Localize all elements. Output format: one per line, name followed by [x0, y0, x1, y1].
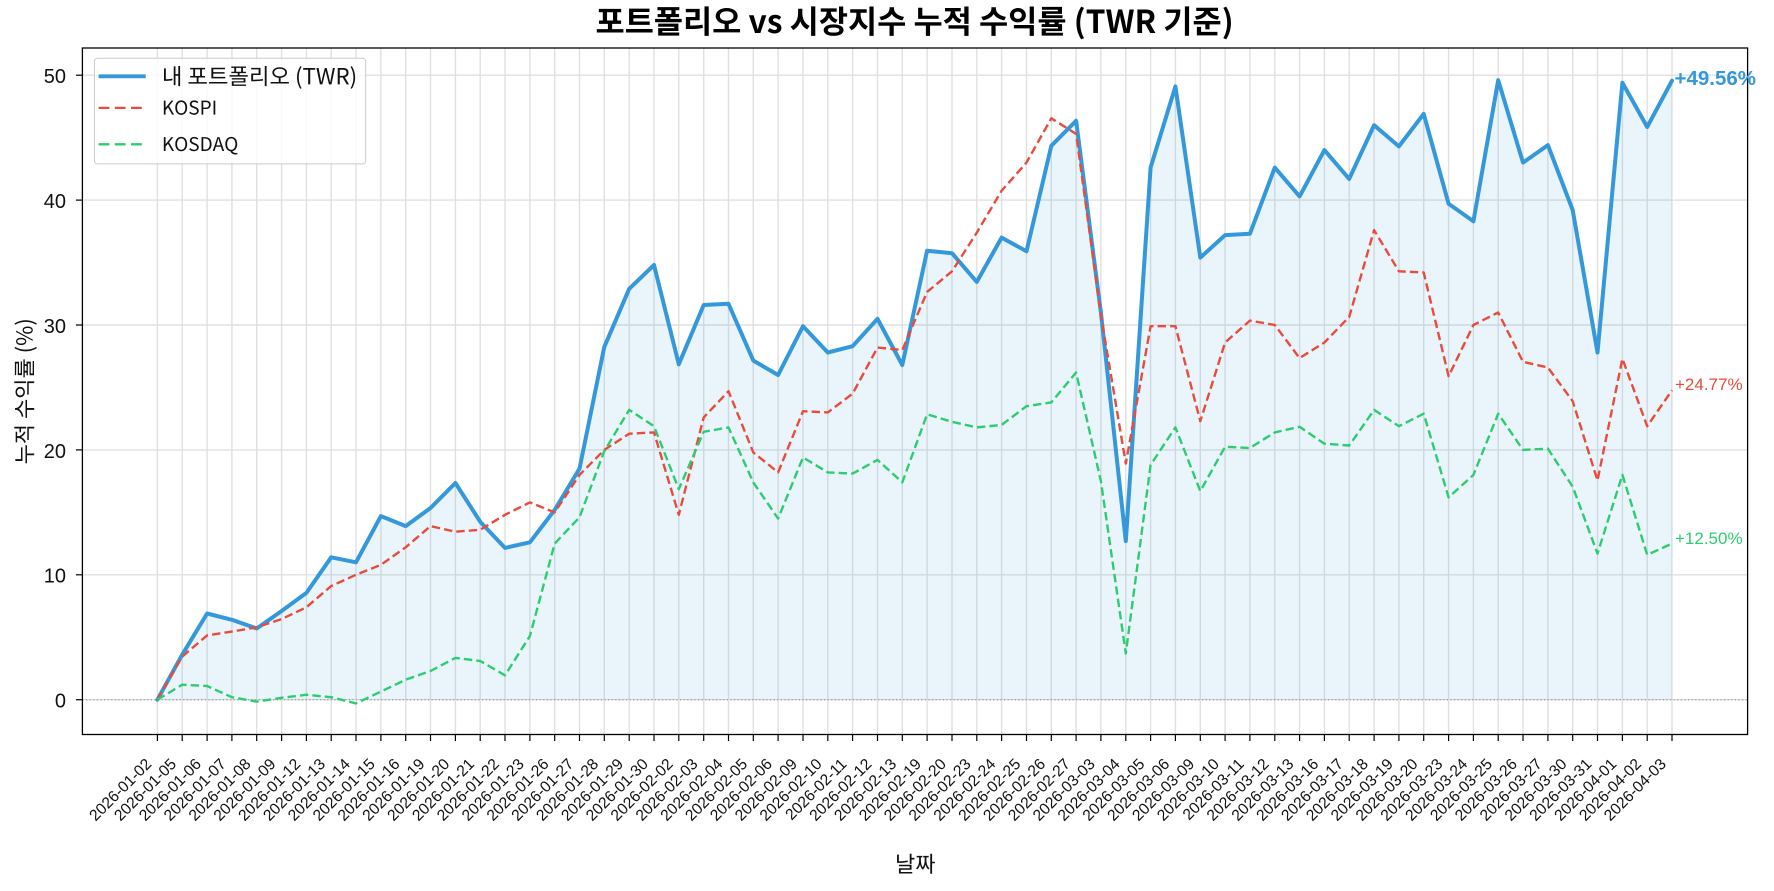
svg-text:20: 20 [44, 441, 66, 463]
svg-text:+24.77%: +24.77% [1675, 375, 1743, 394]
svg-text:10: 10 [44, 566, 66, 588]
svg-text:0: 0 [55, 691, 66, 713]
svg-text:+49.56%: +49.56% [1675, 67, 1757, 90]
svg-text:30: 30 [44, 316, 66, 338]
svg-text:+12.50%: +12.50% [1675, 529, 1743, 548]
svg-text:50: 50 [44, 66, 66, 88]
svg-text:40: 40 [44, 191, 66, 213]
